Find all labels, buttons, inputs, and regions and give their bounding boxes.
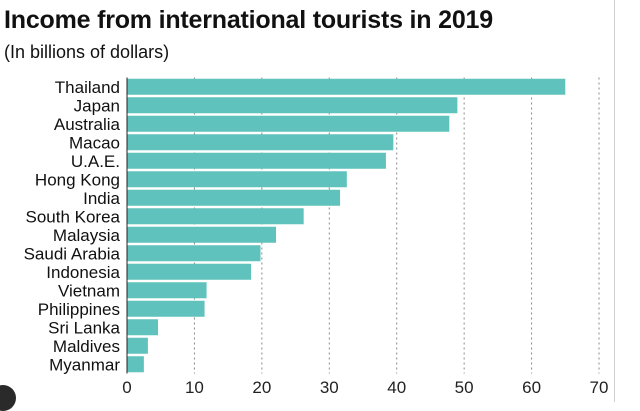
bar-myanmar [127, 356, 144, 373]
category-label: Philippines [38, 300, 120, 319]
bars [127, 78, 566, 373]
category-label: Australia [54, 115, 121, 134]
bar-australia [127, 115, 450, 132]
x-tick-label: 50 [455, 378, 474, 397]
bar-saudi-arabia [127, 245, 261, 262]
category-label: Malaysia [53, 226, 121, 245]
bar-japan [127, 97, 458, 114]
bar-malaysia [127, 226, 277, 243]
x-axis-ticks: 0 10 20 30 40 50 60 70 [122, 378, 608, 397]
x-tick-label: 30 [320, 378, 339, 397]
category-label: Sri Lanka [48, 318, 120, 337]
bar-indonesia [127, 263, 252, 280]
gridlines [193, 77, 600, 374]
category-label: Hong Kong [35, 170, 120, 189]
bar-sri-lanka [127, 319, 159, 336]
bar-vietnam [127, 282, 207, 299]
bar-hong-kong [127, 171, 347, 188]
x-tick-label: 0 [122, 378, 131, 397]
category-label: Maldives [53, 337, 120, 356]
x-tick-label: 40 [387, 378, 406, 397]
bar-maldives [127, 337, 148, 354]
category-label: Indonesia [46, 263, 120, 282]
category-label: Japan [74, 96, 120, 115]
bar-philippines [127, 300, 205, 317]
x-tick-label: 20 [252, 378, 271, 397]
category-label: Saudi Arabia [24, 244, 121, 263]
chart-title: Income from international tourists in 20… [4, 6, 493, 34]
bar-south-korea [127, 208, 304, 225]
category-label: Myanmar [49, 355, 120, 374]
bar-thailand [127, 78, 566, 95]
category-label: Macao [69, 133, 120, 152]
category-label: Vietnam [58, 281, 120, 300]
x-tick-label: 70 [590, 378, 609, 397]
category-label: India [83, 189, 120, 208]
category-label: South Korea [25, 207, 120, 226]
category-label: U.A.E. [71, 152, 120, 171]
bar-india [127, 189, 341, 206]
bar-u-a-e [127, 152, 386, 169]
chart-subtitle: (In billions of dollars) [4, 42, 170, 62]
bar-macao [127, 134, 394, 151]
x-tick-label: 60 [522, 378, 541, 397]
panel-edge [614, 0, 615, 402]
category-label: Thailand [55, 78, 120, 97]
x-tick-label: 10 [185, 378, 204, 397]
